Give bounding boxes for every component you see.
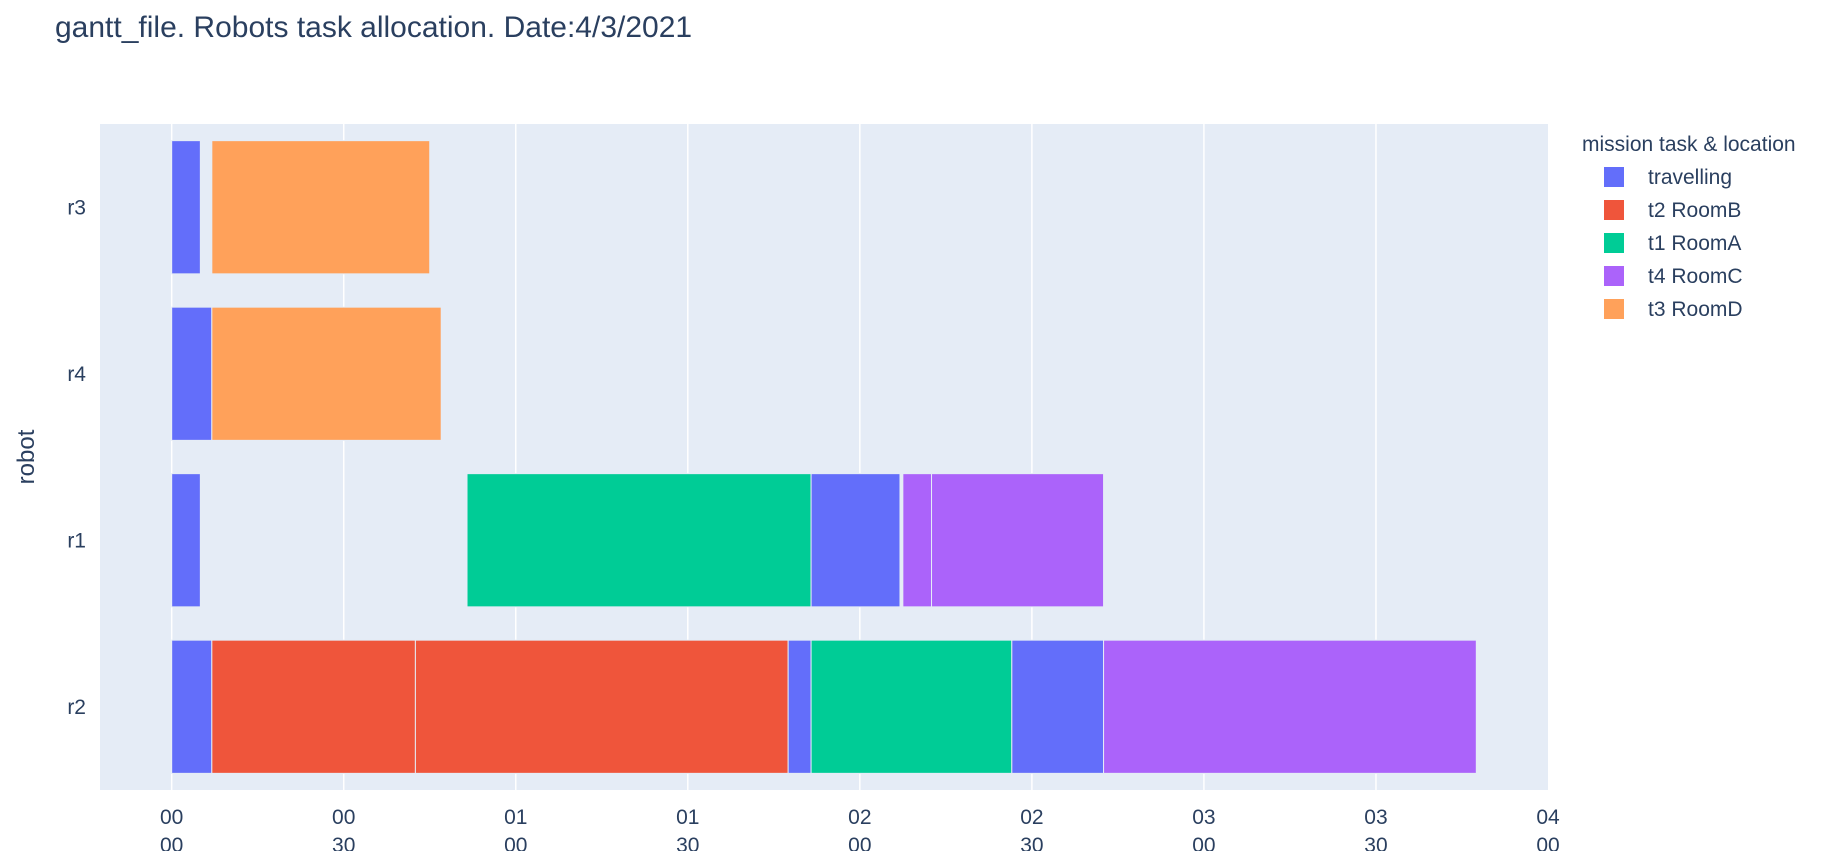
- y-tick-label: r4: [67, 363, 86, 386]
- y-tick-label: r3: [67, 196, 86, 219]
- x-tick-label: 00 00: [160, 806, 183, 851]
- task-bar-r1-t4[interactable]: [931, 473, 1105, 608]
- legend-label: t4 RoomC: [1648, 265, 1743, 288]
- task-bar-r1-t1[interactable]: [466, 473, 812, 608]
- legend-swatch: [1604, 266, 1624, 286]
- y-tick-label: r2: [67, 696, 86, 719]
- legend-item-travelling[interactable]: travelling: [1604, 166, 1732, 189]
- chart-title: gantt_file. Robots task allocation. Date…: [55, 11, 692, 44]
- x-tick-label: 01 30: [676, 806, 699, 851]
- legend-label: travelling: [1648, 166, 1732, 189]
- task-bar-r2-t2[interactable]: [414, 639, 789, 774]
- legend-item-t2[interactable]: t2 RoomB: [1604, 199, 1741, 222]
- legend-swatch: [1604, 200, 1624, 220]
- legend-label: t3 RoomD: [1648, 298, 1743, 321]
- task-bar-r2-travelling[interactable]: [787, 639, 812, 774]
- legend-item-t3[interactable]: t3 RoomD: [1604, 298, 1743, 321]
- legend-swatch: [1604, 233, 1624, 253]
- task-bar-r3-t3[interactable]: [211, 140, 431, 275]
- legend-swatch: [1604, 299, 1624, 319]
- legend-item-t4[interactable]: t4 RoomC: [1604, 265, 1743, 288]
- y-axis-ticks: r3 r4 r1 r2: [67, 196, 86, 719]
- y-axis-title: robot: [13, 429, 40, 484]
- x-axis-ticks: 00 00 00 30 01 00 01 30 02 00 02 30 03 00 03 30 04 00: [160, 806, 1560, 851]
- legend[interactable]: mission task & location travelling t2 Roo…: [1582, 133, 1796, 321]
- x-tick-label: 03 00: [1192, 806, 1215, 851]
- legend-item-t1[interactable]: t1 RoomA: [1604, 232, 1741, 255]
- task-bar-r2-travelling[interactable]: [1011, 639, 1105, 774]
- legend-title: mission task & location: [1582, 133, 1796, 156]
- task-bar-r1-travelling[interactable]: [810, 473, 901, 608]
- legend-label: t1 RoomA: [1648, 232, 1741, 255]
- task-bar-r4-travelling[interactable]: [171, 306, 213, 441]
- x-tick-label: 04 00: [1536, 806, 1560, 851]
- x-tick-label: 03 30: [1364, 806, 1387, 851]
- y-tick-label: r1: [67, 529, 86, 552]
- x-tick-label: 01 00: [504, 806, 527, 851]
- task-bar-r3-travelling[interactable]: [171, 140, 201, 275]
- x-tick-label: 00 30: [332, 806, 355, 851]
- task-bars: [171, 140, 1477, 774]
- task-bar-r2-travelling[interactable]: [171, 639, 213, 774]
- task-bar-r2-t2[interactable]: [211, 639, 416, 774]
- x-tick-label: 02 00: [848, 806, 871, 851]
- x-tick-label: 02 30: [1020, 806, 1043, 851]
- legend-swatch: [1604, 167, 1624, 187]
- task-bar-r4-t3[interactable]: [211, 306, 442, 441]
- legend-label: t2 RoomB: [1648, 199, 1741, 222]
- task-bar-r1-t4[interactable]: [902, 473, 933, 608]
- task-bar-r1-travelling[interactable]: [171, 473, 201, 608]
- task-bar-r2-t4[interactable]: [1103, 639, 1477, 774]
- task-bar-r2-t1[interactable]: [810, 639, 1013, 774]
